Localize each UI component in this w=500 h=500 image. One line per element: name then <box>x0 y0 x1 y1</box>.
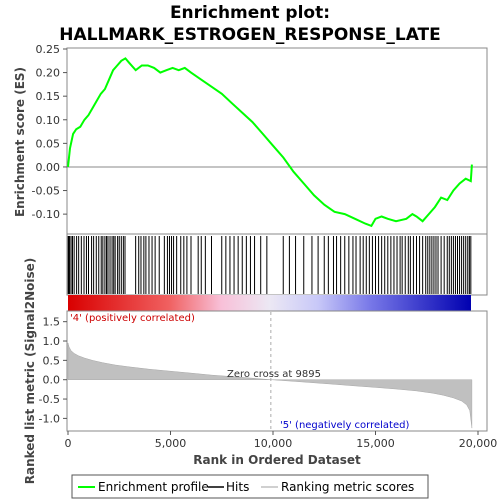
legend-metric-label: Ranking metric scores <box>281 480 414 494</box>
positive-label: '4' (positively correlated) <box>70 313 195 324</box>
es-panel <box>66 47 488 235</box>
xtick-label: 0 <box>65 437 72 450</box>
ranking-color-bar <box>68 295 471 311</box>
metric-ytick-label: 0.5 <box>43 354 61 367</box>
metric-ytick-label: 1.0 <box>43 335 61 348</box>
metric-ytick-label: 0.0 <box>43 374 61 387</box>
ranking-metric-area <box>67 342 473 429</box>
chart-title-line1: Enrichment plot: <box>170 3 330 23</box>
chart-title-line2: HALLMARK_ESTROGEN_RESPONSE_LATE <box>59 25 441 45</box>
es-ytick-label: 0.10 <box>36 114 61 127</box>
es-ytick-label: 0.00 <box>36 161 61 174</box>
zero-cross-label: Zero cross at 9895 <box>227 369 321 380</box>
es-ytick-label: 0.05 <box>36 137 61 150</box>
es-ylabel: Enrichment score (ES) <box>13 67 27 217</box>
xtick-label: 5,000 <box>155 437 187 450</box>
es-ytick-label: 0.25 <box>36 43 61 56</box>
es-ytick-label: -0.05 <box>32 185 60 198</box>
legend-hits-label: Hits <box>226 480 249 494</box>
xtick-label: 20,000 <box>459 437 498 450</box>
metric-ylabel: Ranked list metric (Signal2Noise) <box>23 258 37 485</box>
metric-y-axis: 1.5 1.0 0.5 0.0 -0.5 -1.0 <box>39 316 67 425</box>
x-axis: 0 5,000 10,000 15,000 20,000 <box>65 431 498 450</box>
x-axis-label: Rank in Ordered Dataset <box>193 453 361 467</box>
es-ytick-label: 0.20 <box>36 67 61 80</box>
negative-label: '5' (negatively correlated) <box>280 420 409 431</box>
metric-ytick-label: 1.5 <box>43 316 61 329</box>
metric-ytick-label: -1.0 <box>39 412 60 425</box>
xtick-label: 10,000 <box>254 437 293 450</box>
legend <box>71 474 429 499</box>
metric-ytick-label: -0.5 <box>39 393 60 406</box>
es-y-axis: 0.25 0.20 0.15 0.10 0.05 0.00 -0.05 -0.10 <box>32 43 67 221</box>
hits-marks <box>67 236 472 294</box>
xtick-label: 15,000 <box>356 437 395 450</box>
es-ytick-label: -0.10 <box>32 208 60 221</box>
legend-enrichment-label: Enrichment profile <box>98 480 209 494</box>
es-ytick-label: 0.15 <box>36 90 61 103</box>
enrichment-profile-line <box>67 57 473 228</box>
hits-panel <box>66 233 488 296</box>
